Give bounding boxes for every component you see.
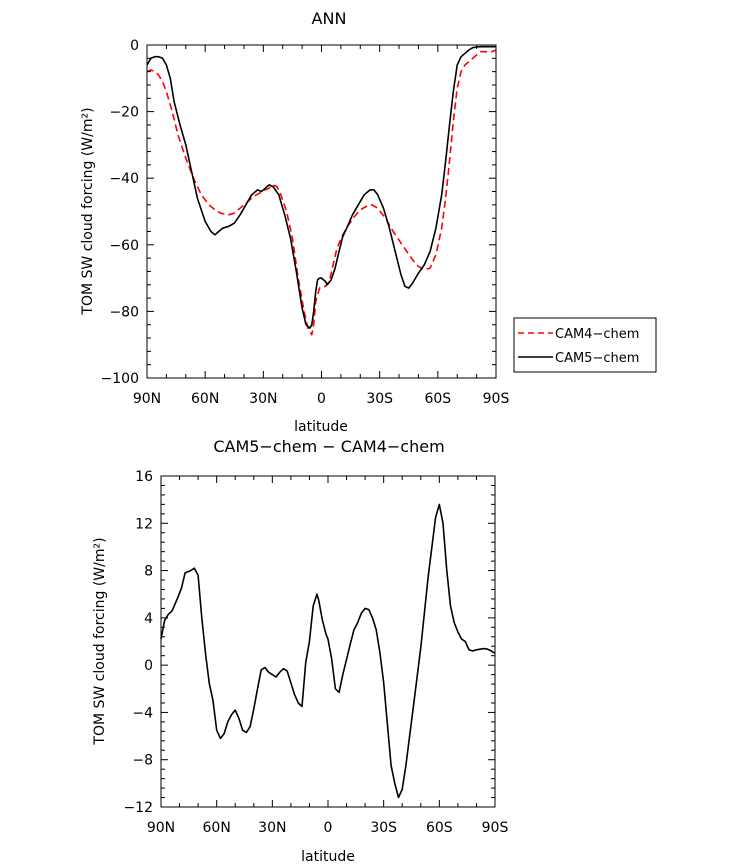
top-plot-frame [146, 44, 497, 379]
top-ytick-label: −40 [109, 171, 139, 187]
bottom-ytick-label: 4 [144, 611, 153, 627]
top-series-line-cam5-chem [146, 45, 496, 329]
bottom-ytick-label: 12 [135, 516, 153, 532]
top-panel: ANN 90N 60N 30N 0 30S 60S 90S 0 −20 −40 −60 −80 −100… [80, 9, 657, 435]
legend: CAM4−chem CAM5−chem [513, 317, 657, 373]
bottom-xtick-label: 0 [324, 820, 333, 836]
top-ytick-label: −20 [109, 105, 139, 121]
top-xtick-label: 90N [133, 391, 161, 407]
legend-cam5-label: CAM5−chem [555, 351, 639, 366]
bottom-ytick-label: 0 [144, 658, 153, 674]
bottom-xtick-label: 90N [147, 820, 175, 836]
bottom-panel: CAM5−chem − CAM4−chem 90N 60N 30N 0 30S 60S 90… [92, 437, 508, 865]
bottom-ytick-label: 8 [144, 564, 153, 580]
bottom-ytick-label: −4 [132, 705, 153, 721]
top-xtick-label: 60N [191, 391, 219, 407]
top-ytick-label: −60 [109, 238, 139, 254]
top-xtick-label: 0 [317, 391, 326, 407]
top-xtick-label: 90S [483, 391, 510, 407]
bottom-ytick-label: −8 [132, 753, 153, 769]
top-x-axis-label: latitude [294, 419, 348, 435]
bottom-xtick-label: 30S [370, 820, 397, 836]
legend-box [513, 317, 657, 373]
top-xtick-label: 60S [424, 391, 451, 407]
bottom-xtick-label: 60S [426, 820, 453, 836]
top-ytick-label: −100 [101, 371, 139, 387]
bottom-series-line-difference [160, 503, 496, 799]
top-ytick-label: −80 [109, 304, 139, 320]
top-y-axis-label: TOM SW cloud forcing (W/m²) [80, 107, 96, 315]
legend-cam4-label: CAM4−chem [555, 327, 639, 342]
bottom-xtick-label: 30N [258, 820, 286, 836]
bottom-xtick-label: 90S [482, 820, 509, 836]
top-xtick-label: 30S [366, 391, 393, 407]
top-series-line-cam4-chem [146, 49, 497, 336]
top-ytick-label: 0 [130, 38, 139, 54]
top-xtick-label: 30N [249, 391, 277, 407]
bottom-ytick-label: −12 [123, 800, 153, 816]
bottom-x-axis-label: latitude [301, 849, 355, 865]
bottom-ytick-label: 16 [135, 469, 153, 485]
bottom-chart-title: CAM5−chem − CAM4−chem [213, 437, 444, 456]
top-chart-title: ANN [312, 9, 347, 28]
bottom-y-axis-label: TOM SW cloud forcing (W/m²) [92, 537, 108, 745]
bottom-xtick-label: 60N [203, 820, 231, 836]
